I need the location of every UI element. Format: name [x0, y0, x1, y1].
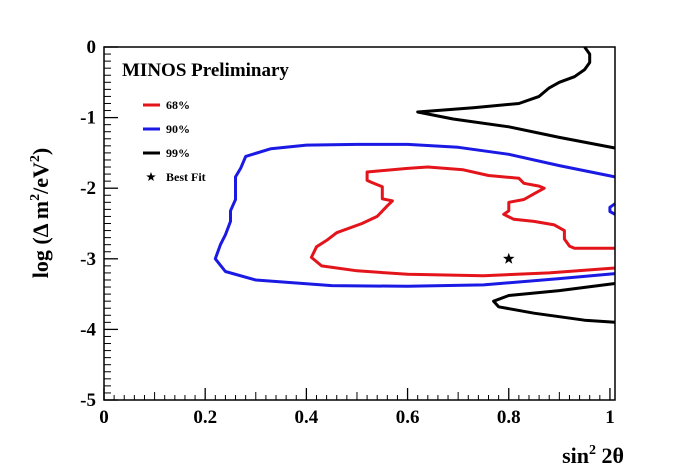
chart-title: MINOS Preliminary	[122, 60, 289, 81]
legend: 68% 90% 99% Best Fit	[143, 98, 206, 184]
contour-layer	[213, 46, 616, 324]
x-axis-title: sin2 2θ	[562, 443, 624, 468]
legend-label-90: 90%	[166, 122, 190, 136]
contour-99-segment-1	[416, 46, 616, 150]
contour-99-segment-2	[492, 282, 616, 324]
x-tick-label: 0.6	[396, 407, 420, 428]
contour-90-segment-1	[213, 142, 616, 288]
y-axis-title: log (Δ m2/eV2)	[28, 148, 53, 278]
y-tick-label: 0	[87, 37, 97, 58]
best-fit-marker	[503, 252, 515, 264]
legend-label-68: 68%	[166, 98, 190, 112]
tick-layer: 0 0.2 0.4 0.6 0.8 1 0 -1 -2 -3 -4 -5	[80, 37, 615, 428]
x-tick-label: 0.4	[295, 407, 319, 428]
x-tick-label: 1	[605, 407, 615, 428]
y-tick-label: -5	[80, 390, 96, 411]
legend-label-best-fit: Best Fit	[166, 170, 206, 184]
x-tick-label: 0.2	[193, 407, 217, 428]
x-tick-label: 0.8	[497, 407, 521, 428]
y-tick-label: -2	[80, 178, 96, 199]
contour-68-segment-1	[309, 165, 616, 278]
y-tick-label: -1	[80, 108, 96, 129]
contour-90-segment-2	[608, 202, 616, 216]
legend-best-fit-marker	[146, 172, 156, 181]
y-tick-label: -4	[80, 319, 96, 340]
x-tick-label: 0	[99, 407, 109, 428]
y-tick-label: -3	[80, 249, 96, 270]
marker-layer	[503, 252, 515, 264]
legend-label-99: 99%	[166, 146, 190, 160]
